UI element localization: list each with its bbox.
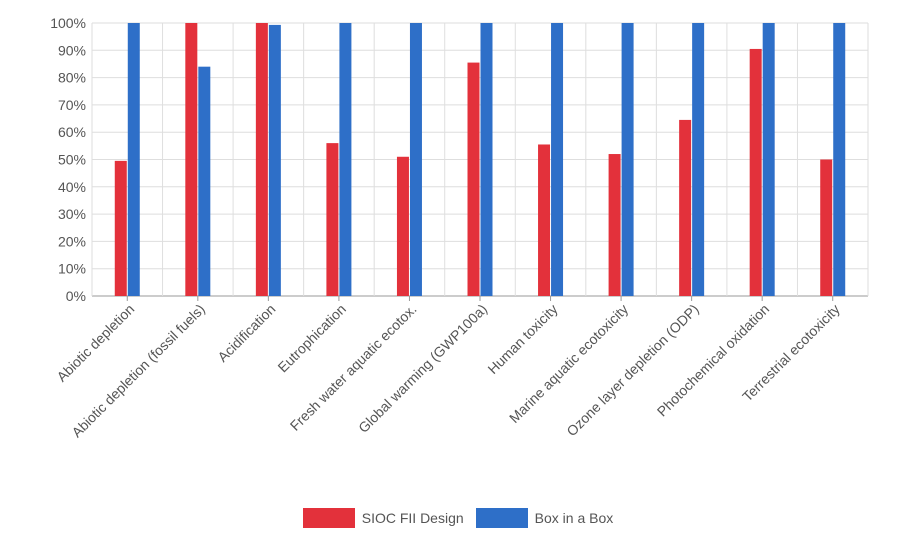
bar-box-in-a-box[interactable] [480,23,493,296]
x-tick-label: Global warming (GWP100a) [355,301,490,436]
x-tick-label: Fresh water aquatic ecotox. [287,301,420,434]
y-tick-label: 40% [58,179,86,195]
x-tick-label: Abiotic depletion (fossil fuels) [68,301,208,441]
y-tick-label: 30% [58,206,86,222]
bar-box-in-a-box[interactable] [692,23,705,296]
legend-label-box-in-a-box: Box in a Box [534,510,614,526]
grid-layer [91,22,869,297]
legend-swatch-sioc [302,508,355,528]
legend-item-sioc[interactable]: SIOC FII Design [302,508,464,528]
x-tick-label: Ozone layer depletion (ODP) [563,301,701,439]
y-tick-label: 100% [50,15,86,31]
legend-swatch-box-in-a-box [475,508,528,528]
bar-sioc[interactable] [467,62,480,297]
y-tick-label: 50% [58,152,86,168]
bar-sioc[interactable] [185,23,198,296]
bar-chart: 0% 10% 20% 30% 40% 50% 60% 70% 80% 90% 100% Abioti… [50,15,869,441]
bar-sioc[interactable] [679,119,692,296]
bar-sioc[interactable] [255,23,268,296]
bars [114,23,846,297]
y-tick-label: 60% [58,124,86,140]
x-tick-label: Acidification [214,301,278,365]
bar-box-in-a-box[interactable] [551,23,564,296]
legend-item-box-in-a-box[interactable]: Box in a Box [475,508,614,528]
y-tick-label: 0% [66,288,86,304]
y-tick-label: 70% [58,97,86,113]
y-tick-label: 80% [58,70,86,86]
legend: SIOC FII Design Box in a Box [0,506,916,530]
x-tick-label: Marine aquatic ecotoxicity [506,301,631,426]
bar-box-in-a-box[interactable] [339,23,352,296]
x-tick-label: Human toxicity [484,301,560,377]
bar-sioc[interactable] [114,160,127,296]
bar-box-in-a-box[interactable] [833,23,846,296]
bar-box-in-a-box[interactable] [409,23,422,296]
bar-sioc[interactable] [538,144,551,296]
y-tick-label: 90% [58,42,86,58]
bar-sioc[interactable] [749,48,762,297]
bar-box-in-a-box[interactable] [127,23,140,296]
bar-box-in-a-box[interactable] [268,24,281,296]
legend-label-sioc: SIOC FII Design [361,510,464,526]
bar-sioc[interactable] [608,154,621,296]
bar-sioc[interactable] [396,156,409,296]
bar-box-in-a-box[interactable] [198,66,211,297]
x-tick-label: Eutrophication [274,301,349,376]
y-tick-label: 20% [58,233,86,249]
y-axis-ticks: 0% 10% 20% 30% 40% 50% 60% 70% 80% 90% 100% [50,15,86,304]
bar-box-in-a-box[interactable] [621,23,634,296]
y-tick-label: 10% [58,261,86,277]
bar-box-in-a-box[interactable] [762,23,775,296]
bar-sioc[interactable] [820,159,833,297]
bar-sioc[interactable] [326,143,339,296]
